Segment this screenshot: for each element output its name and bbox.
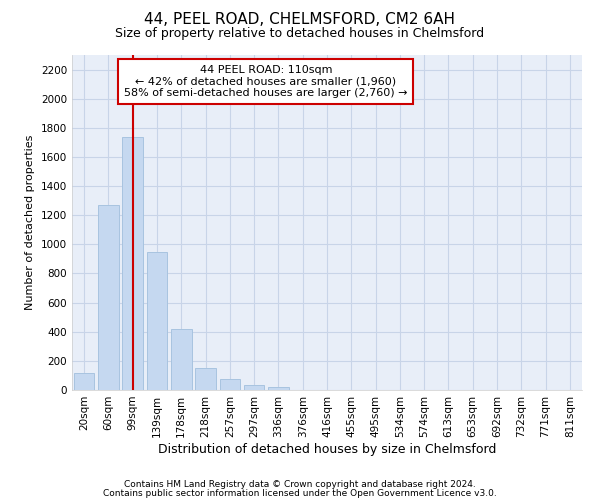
Bar [122, 136, 143, 390]
Bar [171, 329, 191, 390]
Bar [220, 379, 240, 390]
Bar [146, 252, 167, 390]
Bar [98, 205, 119, 390]
Text: Size of property relative to detached houses in Chelmsford: Size of property relative to detached ho… [115, 28, 485, 40]
Text: Contains public sector information licensed under the Open Government Licence v3: Contains public sector information licen… [103, 488, 497, 498]
Text: Contains HM Land Registry data © Crown copyright and database right 2024.: Contains HM Land Registry data © Crown c… [124, 480, 476, 489]
Bar [195, 368, 216, 390]
Y-axis label: Number of detached properties: Number of detached properties [25, 135, 35, 310]
X-axis label: Distribution of detached houses by size in Chelmsford: Distribution of detached houses by size … [158, 442, 496, 456]
Text: 44, PEEL ROAD, CHELMSFORD, CM2 6AH: 44, PEEL ROAD, CHELMSFORD, CM2 6AH [145, 12, 455, 28]
Bar [268, 387, 289, 390]
Bar [244, 385, 265, 390]
Text: 44 PEEL ROAD: 110sqm
← 42% of detached houses are smaller (1,960)
58% of semi-de: 44 PEEL ROAD: 110sqm ← 42% of detached h… [124, 65, 407, 98]
Bar [74, 372, 94, 390]
